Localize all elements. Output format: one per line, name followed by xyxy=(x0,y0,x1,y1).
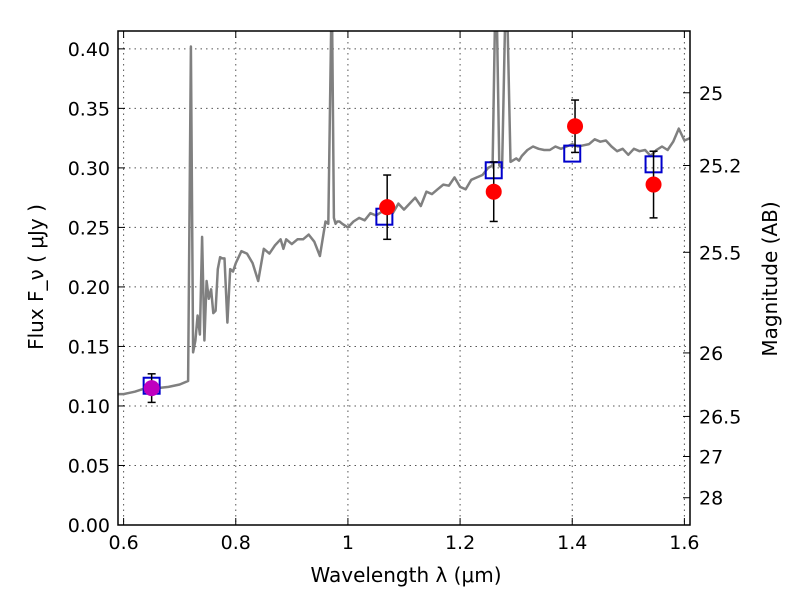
y-tick-label: 0.25 xyxy=(68,217,110,239)
y-tick-label: 0.05 xyxy=(68,455,110,477)
grid-layer xyxy=(118,31,690,525)
x-tick-label: 1.4 xyxy=(557,532,587,554)
mag-tick-label: 26 xyxy=(699,343,723,365)
model-spectrum-line xyxy=(118,31,690,396)
x-tick-label: 0.8 xyxy=(221,532,251,554)
synthetic-flux-square xyxy=(563,144,582,163)
mag-tick-label: 27 xyxy=(699,446,723,468)
mag-tick-label: 28 xyxy=(699,488,723,510)
mag-tick-label: 26.5 xyxy=(699,406,741,428)
mag-tick-label: 25.5 xyxy=(699,242,741,264)
observed-flux-point xyxy=(379,199,396,216)
x-axis-label: Wavelength λ (μm) xyxy=(310,563,501,587)
observed-flux-point xyxy=(567,118,584,135)
y2-axis-label: Magnitude (AB) xyxy=(758,201,782,356)
model-layer xyxy=(118,31,690,396)
y-tick-label: 0.10 xyxy=(68,396,110,418)
y-tick-label: 0.00 xyxy=(68,515,110,537)
y-tick-label: 0.15 xyxy=(68,336,110,358)
observed-flux-point xyxy=(485,183,502,200)
y-tick-label: 0.20 xyxy=(68,277,110,299)
x-tick-label: 1.6 xyxy=(669,532,699,554)
mag-tick-label: 25.2 xyxy=(699,155,741,177)
x-tick-label: 1.2 xyxy=(445,532,475,554)
x-tick-label: 1 xyxy=(342,532,354,554)
y-tick-label: 0.35 xyxy=(68,98,110,120)
observed-flux-point xyxy=(143,380,160,397)
y-axis-label: Flux F_ν ( μJy ) xyxy=(24,204,48,350)
y-tick-label: 0.40 xyxy=(68,39,110,61)
points-layer xyxy=(142,99,663,404)
observed-flux-point xyxy=(645,176,662,193)
x-tick-label: 0.6 xyxy=(108,532,138,554)
mag-tick-label: 25 xyxy=(699,83,723,105)
ticks-layer: 0.6 0.8 1 1.2 1.4 1.6 0.00 0.05 0.10 0.15 0.20 0.25… xyxy=(68,31,741,554)
y-tick-label: 0.30 xyxy=(68,158,110,180)
plot-frame xyxy=(117,30,691,526)
